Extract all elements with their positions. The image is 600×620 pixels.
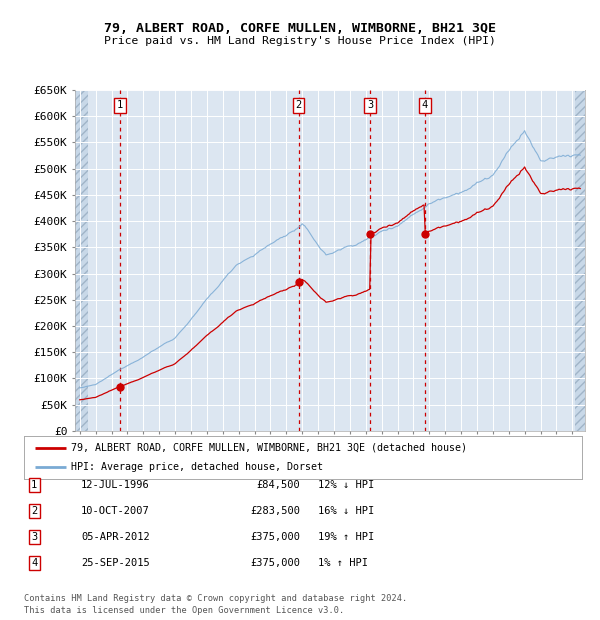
Text: HPI: Average price, detached house, Dorset: HPI: Average price, detached house, Dors…	[71, 463, 323, 472]
Text: £375,000: £375,000	[250, 558, 300, 568]
Text: 4: 4	[31, 558, 37, 568]
Text: 3: 3	[31, 532, 37, 542]
Text: Contains HM Land Registry data © Crown copyright and database right 2024.: Contains HM Land Registry data © Crown c…	[24, 593, 407, 603]
Text: 1: 1	[31, 480, 37, 490]
Text: 25-SEP-2015: 25-SEP-2015	[81, 558, 150, 568]
Text: 1% ↑ HPI: 1% ↑ HPI	[318, 558, 368, 568]
Text: £283,500: £283,500	[250, 506, 300, 516]
Text: 2: 2	[31, 506, 37, 516]
Text: 05-APR-2012: 05-APR-2012	[81, 532, 150, 542]
Text: 3: 3	[367, 100, 373, 110]
Text: 79, ALBERT ROAD, CORFE MULLEN, WIMBORNE, BH21 3QE: 79, ALBERT ROAD, CORFE MULLEN, WIMBORNE,…	[104, 22, 496, 35]
Text: £375,000: £375,000	[250, 532, 300, 542]
Text: 1: 1	[117, 100, 123, 110]
Text: 79, ALBERT ROAD, CORFE MULLEN, WIMBORNE, BH21 3QE (detached house): 79, ALBERT ROAD, CORFE MULLEN, WIMBORNE,…	[71, 443, 467, 453]
Text: 12% ↓ HPI: 12% ↓ HPI	[318, 480, 374, 490]
Text: This data is licensed under the Open Government Licence v3.0.: This data is licensed under the Open Gov…	[24, 606, 344, 615]
Text: Price paid vs. HM Land Registry's House Price Index (HPI): Price paid vs. HM Land Registry's House …	[104, 36, 496, 46]
Text: 2: 2	[296, 100, 302, 110]
Text: 19% ↑ HPI: 19% ↑ HPI	[318, 532, 374, 542]
Text: £84,500: £84,500	[256, 480, 300, 490]
Text: 16% ↓ HPI: 16% ↓ HPI	[318, 506, 374, 516]
Text: 10-OCT-2007: 10-OCT-2007	[81, 506, 150, 516]
Text: 12-JUL-1996: 12-JUL-1996	[81, 480, 150, 490]
Text: 4: 4	[422, 100, 428, 110]
